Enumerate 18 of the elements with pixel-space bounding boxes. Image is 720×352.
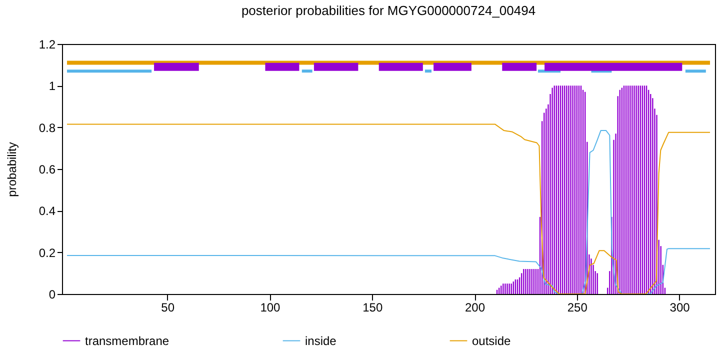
x-tick-label: 150 (362, 300, 383, 314)
y-tick-label: 0.4 (38, 204, 56, 218)
legend-label: outside (472, 334, 512, 348)
y-tick-label: 1.2 (38, 38, 56, 52)
y-tick-label: 0.8 (38, 120, 56, 135)
legend-label: inside (305, 334, 337, 348)
x-tick-label: 300 (670, 300, 690, 314)
x-tick-label: 100 (260, 300, 281, 314)
x-tick-label: 250 (567, 300, 588, 314)
y-tick-label: 0 (48, 288, 56, 302)
x-tick-label: 50 (161, 300, 175, 314)
x-tick-label: 200 (464, 300, 486, 314)
y-tick-label: 0.2 (38, 246, 56, 260)
legend-label: transmembrane (85, 334, 170, 348)
chart-title: posterior probabilities for MGYG000000724_00494 (241, 3, 536, 18)
y-axis-title: probability (4, 142, 19, 197)
y-tick-label: 0.6 (38, 162, 56, 176)
y-tick-label: 1 (48, 79, 56, 94)
